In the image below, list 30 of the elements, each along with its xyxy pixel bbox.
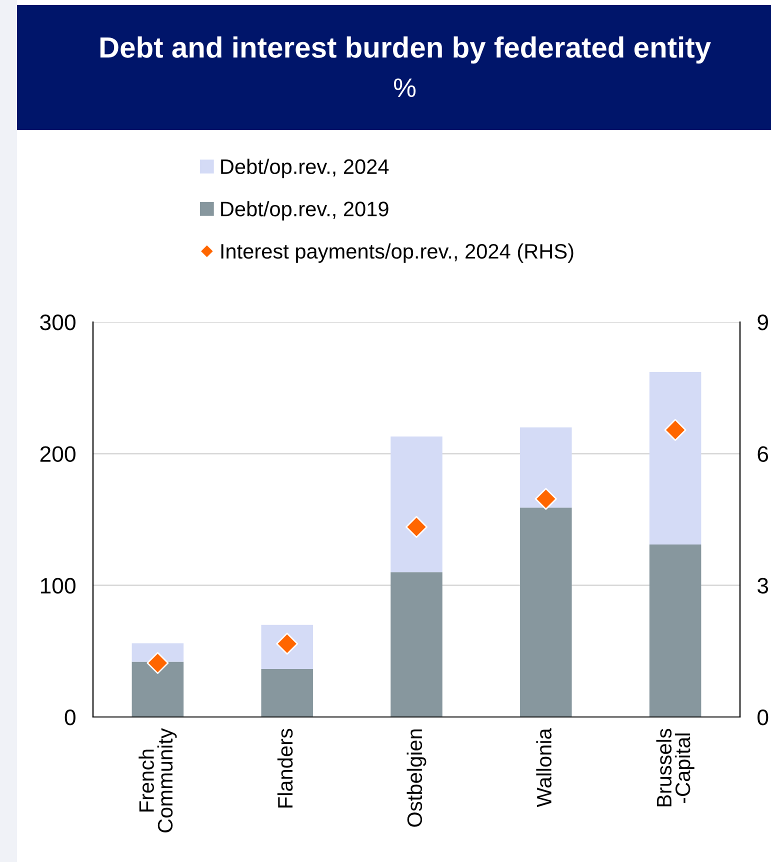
y-tick-label: 300	[40, 314, 76, 330]
x-tick-label: Ostbelgien	[406, 729, 426, 827]
bar	[390, 436, 442, 572]
bar	[649, 544, 702, 717]
y2-tick-label: 0	[758, 710, 768, 726]
chart-subtitle: %	[394, 78, 416, 97]
point	[406, 516, 428, 538]
y-tick-label: 0	[64, 710, 76, 726]
x-tick-label: Wallonia	[536, 728, 552, 808]
y2-tick-label: 6	[758, 446, 768, 462]
bar	[520, 427, 572, 508]
point	[534, 488, 557, 510]
legend-label: Interest payments/op.rev., 2024 (RHS)	[221, 243, 574, 263]
point	[146, 652, 169, 674]
x-tick-label: French Community	[138, 728, 177, 832]
bar	[520, 508, 572, 717]
point	[664, 418, 686, 441]
bar	[132, 662, 184, 717]
bar	[261, 668, 313, 717]
y-tick-label: 200	[40, 446, 76, 462]
chart-title: Debt and interest burden by federated entity	[100, 36, 711, 64]
bar	[649, 372, 702, 545]
legend-label: Debt/op.rev., 2024	[221, 158, 389, 178]
legend-label: Debt/op.rev., 2019	[221, 201, 388, 221]
y2-tick-label: 9	[758, 314, 768, 330]
x-tick-label: Brussels -Capital	[656, 728, 694, 806]
bar	[390, 572, 442, 717]
y-tick-label: 100	[40, 578, 76, 594]
x-tick-label: Flanders	[277, 728, 293, 808]
y2-tick-label: 3	[758, 578, 768, 594]
